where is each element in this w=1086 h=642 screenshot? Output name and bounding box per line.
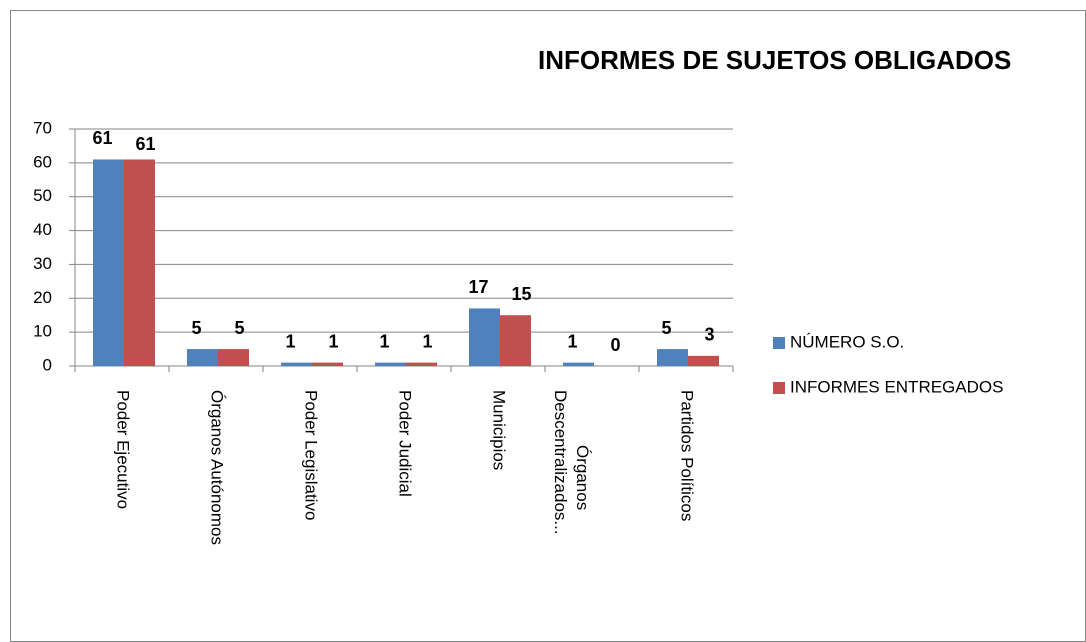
x-tick-label: Poder Ejecutivo bbox=[114, 390, 133, 509]
x-tick-label: Órganos Autónomos bbox=[208, 390, 227, 545]
x-tick-label: Municipios bbox=[490, 390, 509, 470]
chart-frame bbox=[10, 10, 1086, 642]
bar bbox=[563, 362, 594, 366]
value-label: 3 bbox=[704, 325, 714, 345]
bar bbox=[93, 159, 124, 366]
value-label: 61 bbox=[135, 134, 155, 154]
y-tick-label: 20 bbox=[33, 288, 52, 307]
value-label: 0 bbox=[610, 335, 620, 355]
y-tick-label: 50 bbox=[33, 186, 52, 205]
legend-label: NÚMERO S.O. bbox=[790, 332, 904, 351]
value-label: 17 bbox=[468, 277, 488, 297]
y-tick-label: 70 bbox=[33, 118, 52, 137]
value-label: 1 bbox=[379, 331, 389, 351]
bar bbox=[124, 159, 155, 366]
x-tick-label: ÓrganosDescentralizados... bbox=[551, 390, 592, 535]
value-label: 5 bbox=[191, 318, 201, 338]
value-label: 1 bbox=[285, 331, 295, 351]
bar bbox=[500, 315, 531, 366]
y-tick-label: 10 bbox=[33, 322, 52, 341]
value-label: 5 bbox=[234, 318, 244, 338]
chart-title: INFORMES DE SUJETOS OBLIGADOS bbox=[538, 45, 1011, 75]
bar bbox=[688, 355, 719, 366]
value-label: 1 bbox=[422, 331, 432, 351]
bar bbox=[281, 362, 312, 366]
x-tick-label: Poder Legislativo bbox=[302, 390, 321, 520]
y-tick-label: 40 bbox=[33, 220, 52, 239]
value-label: 61 bbox=[92, 128, 112, 148]
legend-swatch bbox=[773, 337, 785, 349]
value-label: 15 bbox=[511, 284, 531, 304]
y-tick-label: 60 bbox=[33, 152, 52, 171]
value-label: 1 bbox=[567, 331, 577, 351]
bar bbox=[657, 349, 688, 366]
bar bbox=[312, 362, 343, 366]
value-label: 5 bbox=[661, 318, 671, 338]
x-tick-label: Partidos Políticos bbox=[678, 390, 697, 521]
y-tick-label: 0 bbox=[43, 355, 52, 374]
bar bbox=[187, 349, 218, 366]
value-label: 1 bbox=[328, 331, 338, 351]
bar bbox=[218, 349, 249, 366]
legend-label: INFORMES ENTREGADOS bbox=[790, 377, 1003, 396]
legend-swatch bbox=[773, 382, 785, 394]
x-tick-label: Poder Judicial bbox=[396, 390, 415, 497]
y-tick-label: 30 bbox=[33, 254, 52, 273]
bar bbox=[406, 362, 437, 366]
bar bbox=[375, 362, 406, 366]
bar bbox=[469, 308, 500, 366]
